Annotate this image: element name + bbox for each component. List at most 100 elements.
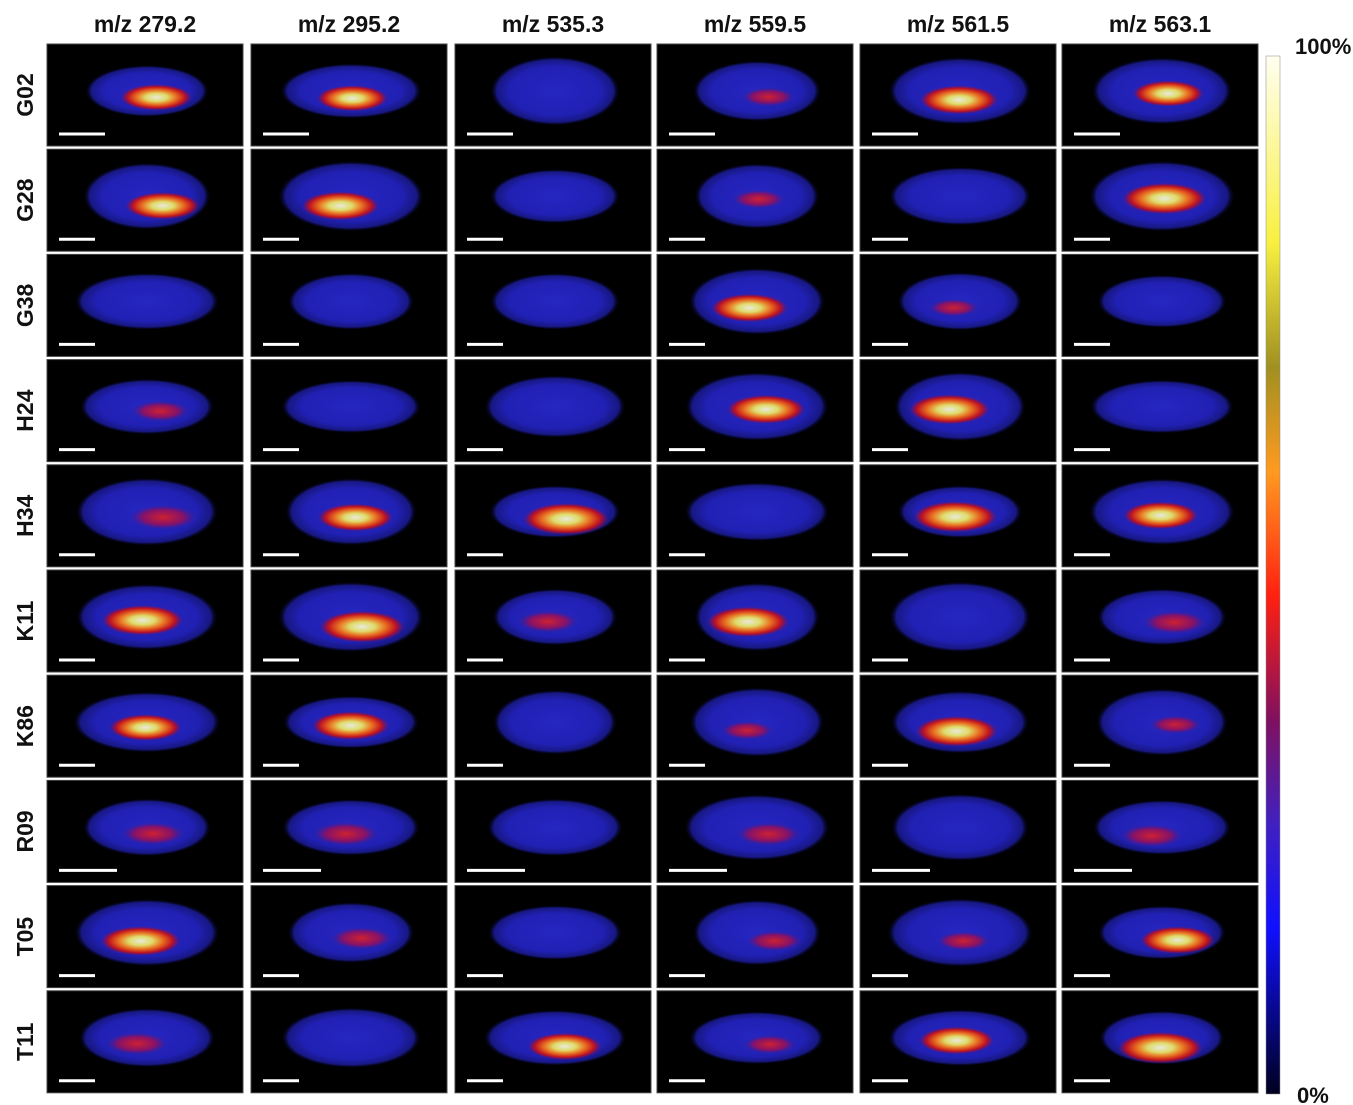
image-tile bbox=[251, 780, 447, 882]
image-tile bbox=[860, 44, 1056, 146]
signal-spot bbox=[1120, 824, 1184, 847]
signal-spot bbox=[320, 611, 405, 643]
signal-spot bbox=[743, 1035, 797, 1054]
tissue-signal bbox=[490, 56, 620, 125]
signal-spot bbox=[1118, 1032, 1203, 1064]
image-tile bbox=[657, 780, 853, 882]
image-tile bbox=[455, 886, 651, 988]
page: {"columns": ["m/z 279.2", "m/z 295.2", "… bbox=[0, 0, 1353, 1105]
image-tile bbox=[455, 675, 651, 777]
image-tile bbox=[251, 570, 447, 672]
image-tile bbox=[455, 149, 651, 251]
image-tile bbox=[657, 675, 853, 777]
image-tile bbox=[455, 360, 651, 462]
image-tile bbox=[251, 886, 447, 988]
tissue-signal bbox=[693, 900, 822, 966]
signal-spot bbox=[721, 721, 774, 740]
image-tile bbox=[47, 570, 243, 672]
image-tile bbox=[1062, 991, 1258, 1093]
image-tile bbox=[657, 44, 853, 146]
signal-spot bbox=[131, 400, 190, 421]
signal-spot bbox=[732, 190, 786, 209]
signal-spot bbox=[1133, 81, 1204, 107]
image-tile bbox=[657, 360, 853, 462]
column-header: m/z 563.1 bbox=[1109, 11, 1211, 37]
signal-spot bbox=[909, 394, 990, 424]
signal-spot bbox=[936, 931, 991, 950]
image-tile bbox=[1062, 570, 1258, 672]
image-tile bbox=[860, 254, 1056, 356]
colorbar-max-label: 100% bbox=[1295, 34, 1351, 59]
tissue-signal bbox=[1097, 275, 1227, 328]
colorbar bbox=[1266, 56, 1280, 1094]
signal-spot bbox=[746, 931, 803, 952]
row-header: T05 bbox=[12, 917, 38, 957]
tissue-signal bbox=[281, 1008, 421, 1068]
image-tile bbox=[251, 675, 447, 777]
image-tile bbox=[860, 360, 1056, 462]
signal-spot bbox=[121, 822, 185, 845]
image-tile bbox=[1062, 44, 1258, 146]
image-tile bbox=[47, 886, 243, 988]
image-tile bbox=[1062, 886, 1258, 988]
column-header: m/z 279.2 bbox=[94, 11, 196, 37]
signal-spot bbox=[920, 85, 998, 114]
image-tile bbox=[455, 570, 651, 672]
signal-spot bbox=[741, 87, 796, 106]
tissue-signal bbox=[281, 380, 421, 433]
row-header: H34 bbox=[12, 495, 38, 537]
signal-spot bbox=[312, 711, 389, 739]
image-tile bbox=[860, 886, 1056, 988]
row-header: G02 bbox=[12, 73, 38, 116]
image-tile bbox=[1062, 360, 1258, 462]
signal-spot bbox=[707, 607, 789, 637]
row-header: G28 bbox=[12, 178, 38, 222]
signal-spot bbox=[318, 504, 393, 532]
tissue-signal bbox=[75, 273, 220, 330]
row-header: G38 bbox=[12, 283, 38, 327]
signal-spot bbox=[517, 610, 579, 632]
image-tile bbox=[1062, 465, 1258, 567]
image-tile bbox=[860, 149, 1056, 251]
tissue-signal bbox=[484, 375, 626, 438]
image-tile bbox=[455, 254, 651, 356]
image-tile bbox=[251, 360, 447, 462]
tissue-signal bbox=[1090, 380, 1234, 434]
image-tile bbox=[860, 780, 1056, 882]
tissue-signal bbox=[490, 273, 620, 330]
image-tile bbox=[860, 675, 1056, 777]
signal-spot bbox=[101, 926, 181, 956]
row-header: K86 bbox=[12, 705, 38, 747]
colorbar-min-label: 0% bbox=[1297, 1083, 1329, 1105]
tissue-signal bbox=[493, 690, 617, 755]
image-tile bbox=[251, 991, 447, 1093]
image-tile bbox=[657, 149, 853, 251]
image-tile bbox=[47, 44, 243, 146]
image-tile bbox=[1062, 149, 1258, 251]
signal-spot bbox=[302, 192, 380, 221]
tissue-signal bbox=[891, 794, 1029, 861]
image-tile bbox=[47, 780, 243, 882]
figure: 100% 0% m/z 279.2 m/z 295.2 m/z 535.3 m/z 5… bbox=[0, 0, 1353, 1105]
image-tile bbox=[1062, 254, 1258, 356]
signal-spot bbox=[523, 503, 609, 535]
image-tile bbox=[47, 360, 243, 462]
image-tile bbox=[251, 149, 447, 251]
image-tile bbox=[47, 465, 243, 567]
signal-spot bbox=[1142, 611, 1207, 635]
tissue-signal bbox=[490, 169, 620, 223]
signal-spot bbox=[312, 822, 379, 846]
tissue-signal bbox=[684, 482, 829, 541]
signal-spot bbox=[528, 1033, 602, 1060]
image-tile bbox=[657, 254, 853, 356]
image-tile bbox=[860, 465, 1056, 567]
column-header: m/z 535.3 bbox=[502, 11, 604, 37]
signal-spot bbox=[317, 85, 388, 111]
signal-spot bbox=[736, 822, 802, 846]
image-tile bbox=[47, 149, 243, 251]
image-tile bbox=[455, 44, 651, 146]
column-header: m/z 295.2 bbox=[298, 11, 400, 37]
tissue-signal bbox=[288, 273, 415, 330]
image-tile bbox=[251, 44, 447, 146]
tissue-signal bbox=[889, 582, 1031, 653]
